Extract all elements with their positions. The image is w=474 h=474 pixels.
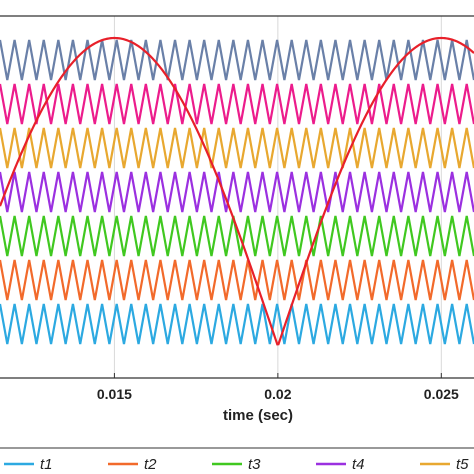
- carrier-wave-t4: [0, 171, 474, 213]
- x-tick-label: 0.02: [264, 386, 291, 402]
- axes: [0, 15, 474, 379]
- legend-label-t1: t1: [40, 456, 53, 473]
- x-tick-label: 0.025: [424, 386, 459, 402]
- legend-label-t5: t5: [456, 456, 469, 473]
- carrier-wave-band-6: [0, 39, 474, 81]
- carrier-wave-t2: [0, 259, 474, 301]
- x-axis-label: time (sec): [223, 407, 293, 424]
- legend-label-t4: t4: [352, 456, 365, 473]
- reference-abs-sine-line: [0, 36, 474, 346]
- carrier-wave-t5: [0, 127, 474, 169]
- x-tick-labels: 0.015 0.02 0.025: [97, 386, 459, 402]
- carrier-wave-band-5: [0, 83, 474, 125]
- carrier-wave-t1: [0, 303, 474, 345]
- legend-label-t2: t2: [144, 456, 157, 473]
- legend: t1 t2 t3 t4 t5: [0, 447, 474, 474]
- carrier-waves: [0, 39, 474, 345]
- reference-wave: [0, 36, 474, 346]
- carrier-wave-t3: [0, 215, 474, 257]
- x-tick-label: 0.015: [97, 386, 132, 402]
- legend-box: [0, 447, 474, 474]
- legend-label-t3: t3: [248, 456, 261, 473]
